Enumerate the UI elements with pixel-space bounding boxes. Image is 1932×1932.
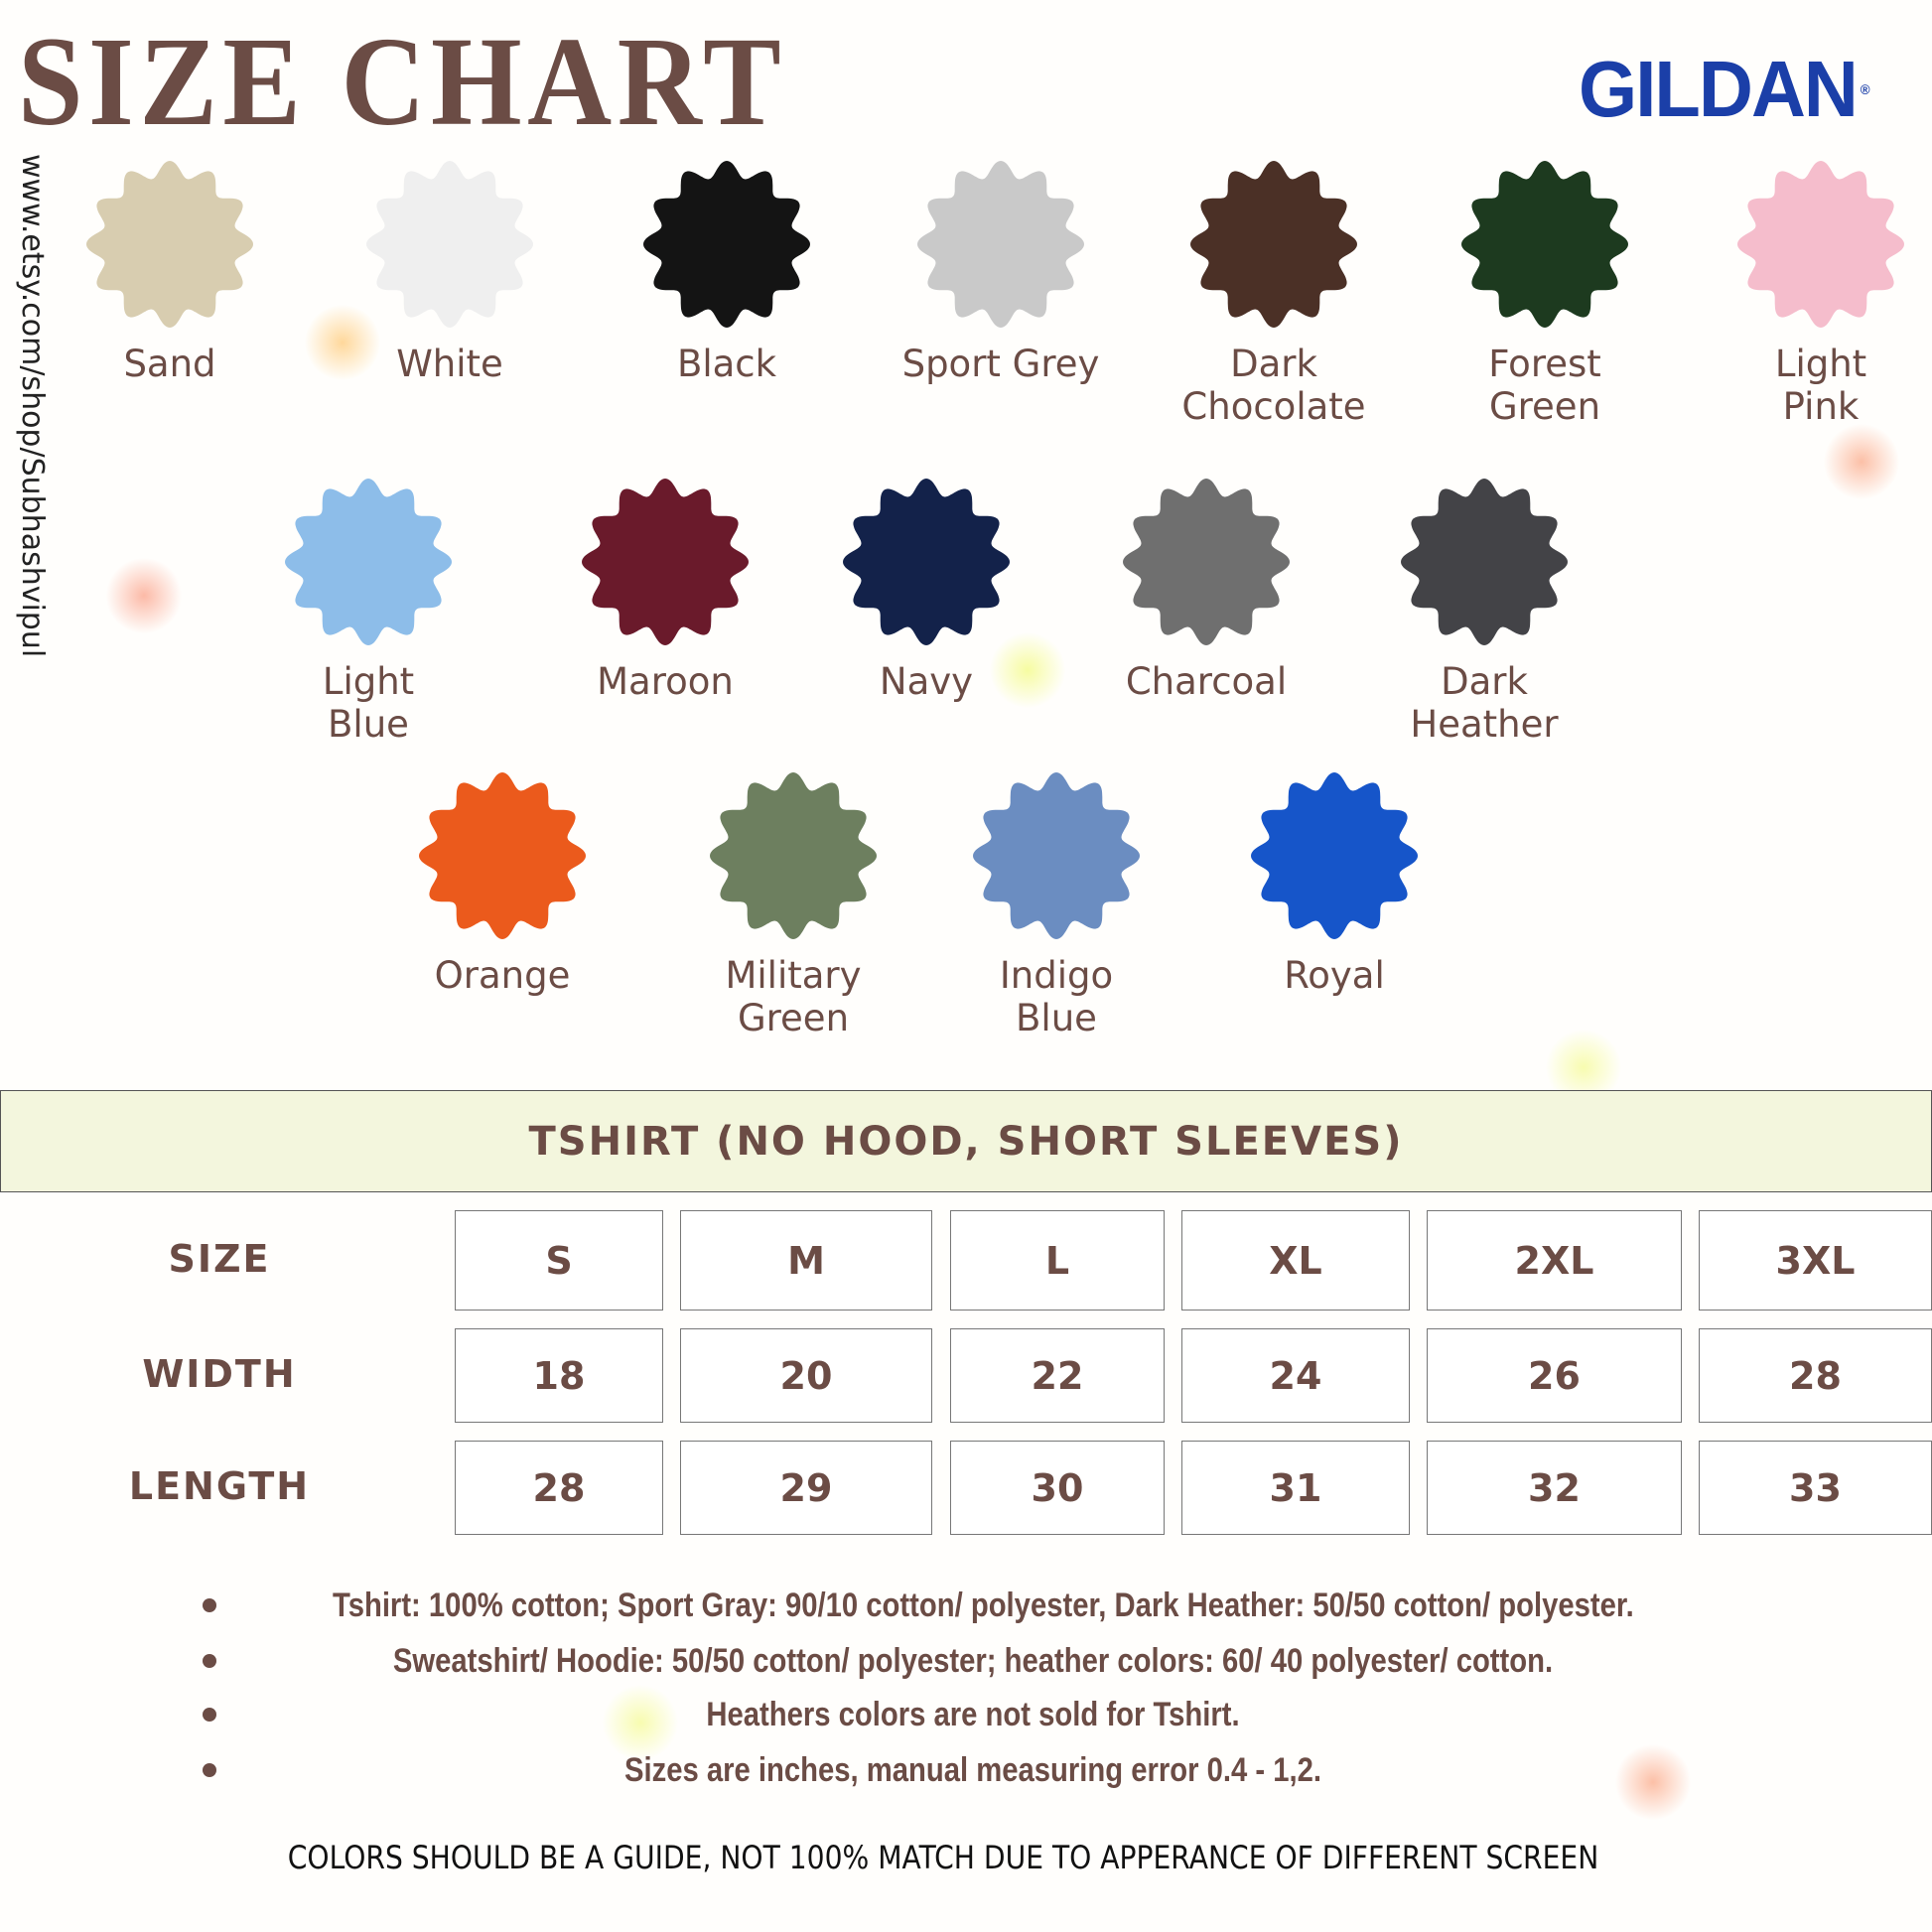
color-swatch (916, 160, 1085, 329)
sparkle-decoration (99, 551, 189, 640)
table-cell: 31 (1181, 1441, 1410, 1535)
color-swatch (642, 160, 811, 329)
color-label: Charcoal (1125, 660, 1288, 703)
table-cell: M (680, 1210, 932, 1311)
sparkle-decoration (1608, 1737, 1698, 1827)
row-label: SIZE (168, 1236, 271, 1281)
table-cell: 2XL (1427, 1210, 1682, 1311)
color-swatch (1189, 160, 1358, 329)
footer-disclaimer: COLORS SHOULD BE A GUIDE, NOT 100% MATCH… (287, 1839, 1599, 1876)
color-swatch (581, 478, 750, 646)
color-label: Dark Chocolate (1181, 343, 1366, 428)
table-cell: 26 (1427, 1328, 1682, 1423)
table-cell: 28 (455, 1441, 663, 1535)
color-swatch (1460, 160, 1629, 329)
registered-mark: ® (1860, 81, 1870, 97)
color-label: Indigo Blue (999, 954, 1114, 1039)
row-label: WIDTH (142, 1351, 297, 1396)
bullet-icon (203, 1708, 216, 1722)
table-cell: 30 (950, 1441, 1165, 1535)
color-label: Sand (123, 343, 216, 385)
color-label: Light Blue (322, 660, 415, 746)
color-label: Light Pink (1774, 343, 1867, 428)
color-swatch (1736, 160, 1905, 329)
sparkle-decoration (1817, 417, 1906, 506)
color-label: Maroon (597, 660, 734, 703)
table-cell: L (950, 1210, 1165, 1311)
table-cell: 22 (950, 1328, 1165, 1423)
color-label: Sport Grey (901, 343, 1100, 385)
color-swatch (85, 160, 254, 329)
table-cell: 29 (680, 1441, 932, 1535)
bullet-icon (203, 1763, 216, 1777)
color-label: Orange (434, 954, 571, 997)
table-cell: S (455, 1210, 663, 1311)
page-title: SIZE CHART (18, 11, 787, 152)
color-label: Navy (879, 660, 974, 703)
note-text: Sweatshirt/ Hoodie: 50/50 cotton/ polyes… (392, 1642, 1554, 1680)
table-cell: 3XL (1699, 1210, 1932, 1311)
bullet-icon (203, 1598, 216, 1612)
table-cell: XL (1181, 1210, 1410, 1311)
color-label: Black (676, 343, 777, 385)
table-title-banner: TSHIRT (NO HOOD, SHORT SLEEVES) (0, 1090, 1932, 1192)
color-swatch (842, 478, 1011, 646)
color-swatch (284, 478, 453, 646)
color-swatch (972, 771, 1141, 940)
table-cell: 28 (1699, 1328, 1932, 1423)
note-text: Sizes are inches, manual measuring error… (623, 1751, 1322, 1789)
color-label: Forest Green (1488, 343, 1601, 428)
table-cell: 32 (1427, 1441, 1682, 1535)
color-swatch (709, 771, 878, 940)
bullet-icon (203, 1654, 216, 1668)
shop-url: www.etsy.com/shop/Subhashvipul (15, 154, 50, 658)
color-label: Dark Heather (1410, 660, 1559, 746)
table-cell: 18 (455, 1328, 663, 1423)
color-label: Royal (1284, 954, 1385, 997)
gildan-logo: GILDAN ® (1579, 50, 1870, 129)
color-swatch (365, 160, 534, 329)
table-cell: 20 (680, 1328, 932, 1423)
color-swatch (1400, 478, 1569, 646)
table-cell: 24 (1181, 1328, 1410, 1423)
color-swatch (1122, 478, 1291, 646)
table-cell: 33 (1699, 1441, 1932, 1535)
color-swatch (1250, 771, 1419, 940)
brand-name: GILDAN (1579, 45, 1859, 133)
color-label: Military Green (725, 954, 862, 1039)
color-label: White (396, 343, 503, 385)
note-text: Heathers colors are not sold for Tshirt. (706, 1696, 1240, 1733)
row-label: LENGTH (128, 1463, 311, 1508)
note-text: Tshirt: 100% cotton; Sport Gray: 90/10 c… (333, 1587, 1634, 1624)
table-title: TSHIRT (NO HOOD, SHORT SLEEVES) (528, 1118, 1404, 1165)
color-swatch (418, 771, 587, 940)
